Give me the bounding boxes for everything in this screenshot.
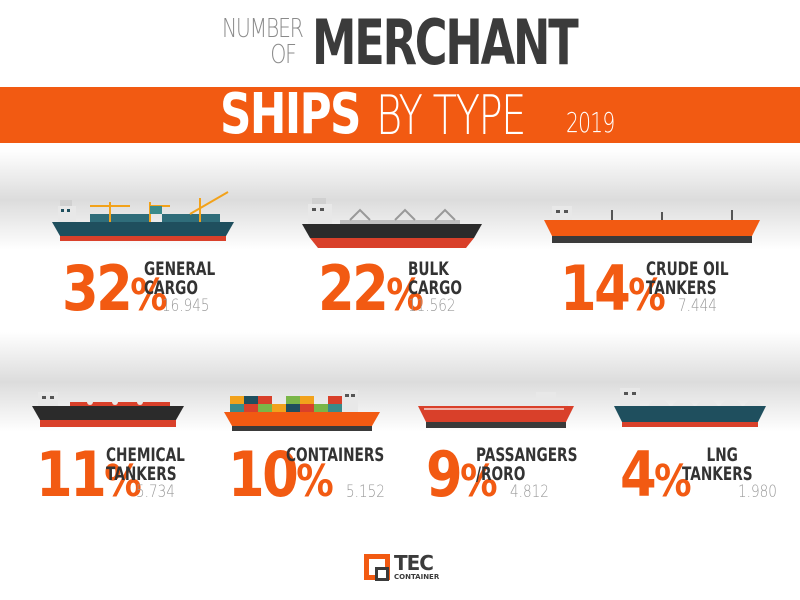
- ship-type-label: PASSANGERS/RORO: [476, 446, 577, 484]
- title-of: OF: [270, 40, 296, 70]
- ship-type-label: BULK CARGO: [408, 260, 462, 298]
- percent-sign: %: [654, 456, 691, 507]
- stat-bulk-cargo: 22% BULK CARGO 11.562: [318, 258, 538, 328]
- label-line1: CRUDE OIL: [646, 258, 729, 280]
- title-number: NUMBER: [222, 14, 304, 44]
- label-line2: TANKERS: [106, 463, 177, 485]
- percent-sign: %: [460, 456, 497, 507]
- stat-chemical-tankers: 11% CHEMICAL TANKERS 5.734: [36, 444, 256, 514]
- percent-number: 9: [426, 438, 463, 511]
- title-merchant: MERCHANT: [312, 6, 579, 79]
- label-line2: CARGO: [408, 277, 463, 299]
- label-line1: PASSANGERS: [476, 444, 578, 466]
- label-line1: CHEMICAL: [106, 444, 185, 466]
- percent-number: 10: [228, 438, 299, 511]
- ship-count: 1.980: [738, 482, 777, 502]
- stat-lng-tankers: 4% LNG TANKERS 1.980: [620, 444, 800, 514]
- percent-number: 14: [560, 252, 631, 325]
- title-year: 2019: [566, 106, 615, 139]
- percent-sign: %: [628, 270, 665, 321]
- stat-passengers-roro: 9% PASSANGERS/RORO 4.812: [426, 444, 646, 514]
- tec-container-logo-icon: [364, 554, 390, 581]
- ship-type-label: CHEMICAL TANKERS: [106, 446, 185, 484]
- title-block: NUMBER OF MERCHANT: [0, 6, 800, 84]
- percent-number: 4: [620, 438, 657, 511]
- ship-count: 16.945: [162, 296, 210, 316]
- ship-type-label: LNG TANKERS: [682, 446, 753, 484]
- title-band: SHIPS BY TYPE 2019: [0, 87, 800, 143]
- tec-container-logo: TEC CONTAINER: [364, 552, 454, 586]
- ship-count: 7.444: [678, 296, 717, 316]
- container-ship-icon: [224, 390, 380, 431]
- label-line2: /RORO: [476, 463, 526, 485]
- percent-sign: %: [130, 270, 167, 321]
- stat-containers: 10% CONTAINERS 5.152: [228, 444, 448, 514]
- label-line1: LNG: [706, 444, 738, 466]
- label-line1: CONTAINERS: [286, 444, 385, 466]
- ship-count: 4.812: [510, 482, 549, 502]
- percent-number: 11: [36, 438, 107, 511]
- ship-count: 11.562: [408, 296, 456, 316]
- title-by-type: BY TYPE: [376, 84, 526, 147]
- percent-sign: %: [296, 456, 333, 507]
- percent-value: 9%: [426, 444, 498, 513]
- percent-sign: %: [386, 270, 423, 321]
- stat-crude-oil-tankers: 14% CRUDE OIL TANKERS 7.444: [560, 258, 780, 328]
- title-number-of: NUMBER OF: [222, 16, 304, 70]
- ship-count: 5.734: [136, 482, 175, 502]
- percent-number: 22: [318, 252, 389, 325]
- general-cargo-ship-icon: [52, 191, 234, 241]
- bulk-cargo-ship-icon: [302, 198, 482, 248]
- passenger-roro-ship-icon: [418, 392, 574, 428]
- percent-value: 14%: [560, 258, 666, 327]
- label-line2: CARGO: [144, 277, 199, 299]
- label-line1: BULK: [408, 258, 449, 280]
- crude-oil-tanker-icon: [544, 206, 760, 243]
- ship-type-label: CONTAINERS: [286, 446, 384, 465]
- ship-type-label: CRUDE OIL TANKERS: [646, 260, 729, 298]
- lng-tanker-icon: [614, 388, 766, 427]
- percent-value: 10%: [228, 444, 334, 513]
- logo-subtitle: CONTAINER: [394, 573, 440, 581]
- ship-type-label: GENERAL CARGO: [144, 260, 215, 298]
- logo-name: TEC: [394, 551, 434, 575]
- percent-number: 32: [62, 252, 133, 325]
- chemical-tanker-icon: [32, 392, 184, 427]
- label-line1: GENERAL: [144, 258, 216, 280]
- stat-general-cargo: 32% GENERAL CARGO 16.945: [62, 258, 282, 328]
- title-ships: SHIPS: [220, 82, 362, 147]
- percent-value: 22%: [318, 258, 424, 327]
- percent-sign: %: [104, 456, 141, 507]
- percent-value: 4%: [620, 444, 692, 513]
- ship-count: 5.152: [346, 482, 385, 502]
- label-line2: TANKERS: [646, 277, 717, 299]
- percent-value: 11%: [36, 444, 142, 513]
- label-line2: TANKERS: [682, 463, 753, 485]
- percent-value: 32%: [62, 258, 168, 327]
